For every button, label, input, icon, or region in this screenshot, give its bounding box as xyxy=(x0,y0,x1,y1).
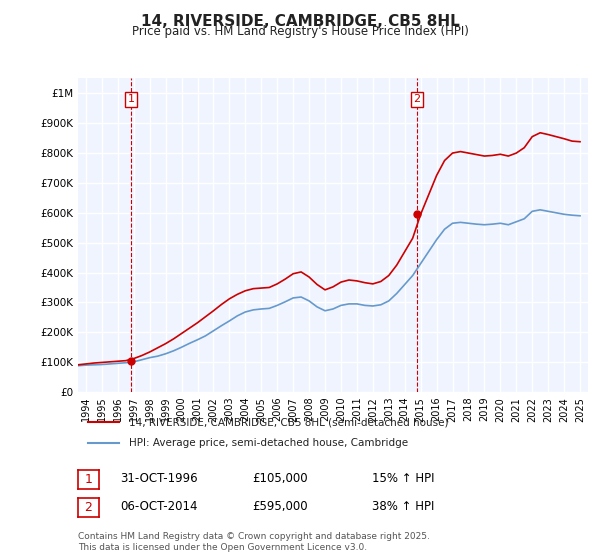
Text: Price paid vs. HM Land Registry's House Price Index (HPI): Price paid vs. HM Land Registry's House … xyxy=(131,25,469,38)
Text: 31-OCT-1996: 31-OCT-1996 xyxy=(120,472,197,486)
Text: 1: 1 xyxy=(128,94,134,104)
Text: £105,000: £105,000 xyxy=(252,472,308,486)
Text: 38% ↑ HPI: 38% ↑ HPI xyxy=(372,500,434,514)
Text: 1: 1 xyxy=(85,473,92,486)
Text: 15% ↑ HPI: 15% ↑ HPI xyxy=(372,472,434,486)
Text: 06-OCT-2014: 06-OCT-2014 xyxy=(120,500,197,514)
Text: 14, RIVERSIDE, CAMBRIDGE, CB5 8HL: 14, RIVERSIDE, CAMBRIDGE, CB5 8HL xyxy=(140,14,460,29)
Text: HPI: Average price, semi-detached house, Cambridge: HPI: Average price, semi-detached house,… xyxy=(129,438,408,448)
Text: £595,000: £595,000 xyxy=(252,500,308,514)
Text: 14, RIVERSIDE, CAMBRIDGE, CB5 8HL (semi-detached house): 14, RIVERSIDE, CAMBRIDGE, CB5 8HL (semi-… xyxy=(129,417,449,427)
Text: 2: 2 xyxy=(85,501,92,514)
Text: 2: 2 xyxy=(413,94,421,104)
Text: Contains HM Land Registry data © Crown copyright and database right 2025.
This d: Contains HM Land Registry data © Crown c… xyxy=(78,532,430,552)
